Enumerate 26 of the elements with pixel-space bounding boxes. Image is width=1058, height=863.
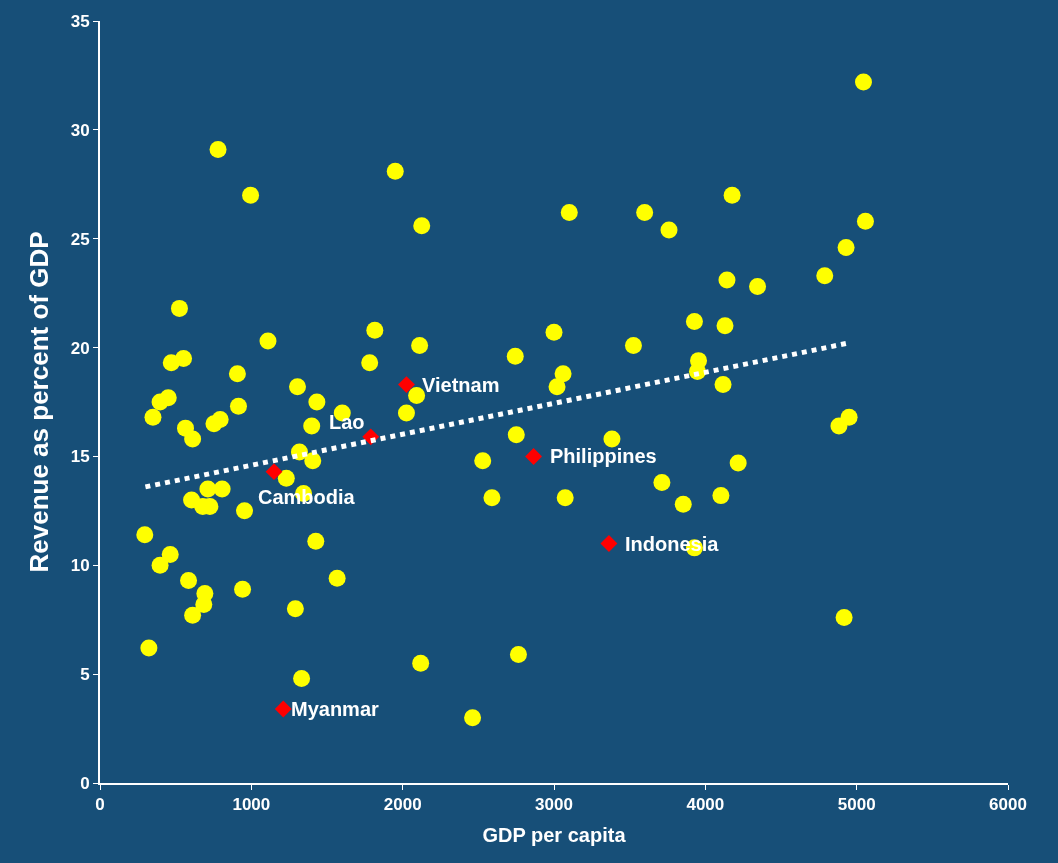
x-tick-label: 2000 <box>383 795 422 815</box>
y-tick-label: 25 <box>70 229 90 249</box>
point <box>274 700 292 718</box>
y-tick-label: 15 <box>70 447 90 467</box>
y-tick-label: 20 <box>70 338 90 358</box>
y-tick-label: 30 <box>70 120 90 140</box>
x-tick-label: 3000 <box>535 795 573 815</box>
y-tick-label: 0 <box>80 773 90 793</box>
y-tick-label: 10 <box>70 556 90 576</box>
point <box>525 447 543 465</box>
annotation: Philippines <box>550 445 657 467</box>
x-tick-label: 0 <box>95 795 105 815</box>
annotation: Myanmar <box>291 698 380 720</box>
point <box>398 376 415 394</box>
annotation: Vietnam <box>422 374 500 396</box>
y-axis-title: Revenue as percent of GDP <box>23 231 54 573</box>
point <box>600 535 618 552</box>
x-tick-label: 6000 <box>989 795 1027 815</box>
x-tick-label: 1000 <box>232 795 271 815</box>
x-tick-label: 4000 <box>686 795 725 815</box>
annotation: Lao <box>329 411 365 433</box>
x-tick-label: 5000 <box>837 795 876 815</box>
y-tick-label: 35 <box>70 11 90 31</box>
y-tick-label: 5 <box>80 665 90 685</box>
point <box>265 463 283 481</box>
x-axis-title: GDP per capita <box>482 824 627 847</box>
